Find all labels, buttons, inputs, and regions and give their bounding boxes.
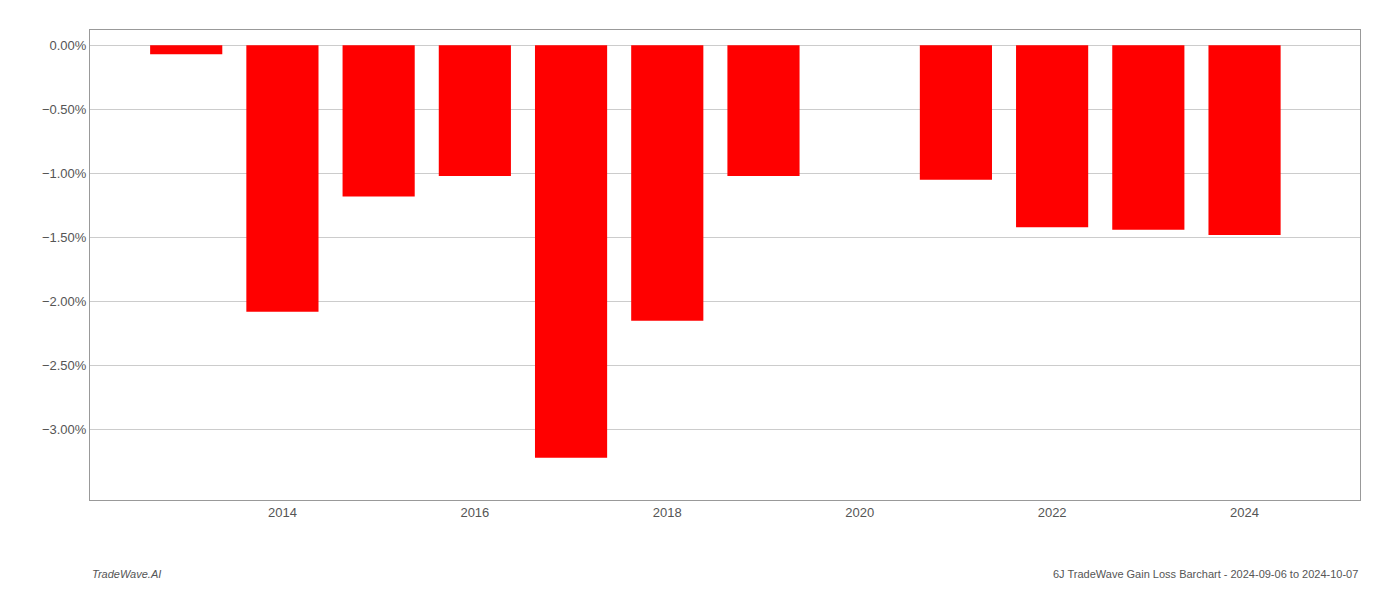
svg-text:−2.00%: −2.00% (42, 294, 87, 309)
svg-text:−1.50%: −1.50% (42, 230, 87, 245)
svg-text:2014: 2014 (268, 505, 297, 520)
svg-text:−1.00%: −1.00% (42, 166, 87, 181)
svg-text:−2.50%: −2.50% (42, 358, 87, 373)
svg-text:2018: 2018 (653, 505, 682, 520)
svg-text:2016: 2016 (460, 505, 489, 520)
svg-text:2020: 2020 (845, 505, 874, 520)
svg-text:6J TradeWave Gain Loss Barchar: 6J TradeWave Gain Loss Barchart - 2024-0… (1053, 568, 1358, 580)
svg-text:0.00%: 0.00% (50, 38, 87, 53)
svg-text:−3.00%: −3.00% (42, 422, 87, 437)
svg-text:TradeWave.AI: TradeWave.AI (92, 568, 161, 580)
svg-text:2022: 2022 (1038, 505, 1067, 520)
svg-text:−0.50%: −0.50% (42, 102, 87, 117)
svg-text:2024: 2024 (1230, 505, 1259, 520)
